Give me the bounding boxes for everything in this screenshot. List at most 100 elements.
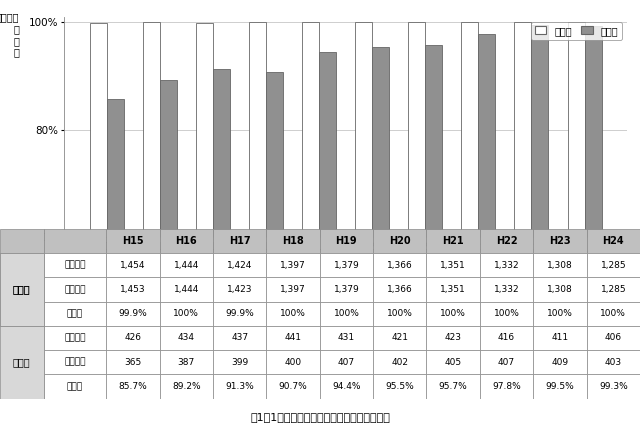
Text: 97.8%: 97.8% xyxy=(492,382,521,391)
Bar xyxy=(373,350,426,374)
Bar xyxy=(533,277,587,301)
Text: 100%: 100% xyxy=(600,309,627,318)
Bar xyxy=(587,229,640,253)
Text: 91.3%: 91.3% xyxy=(225,382,254,391)
Text: 1,308: 1,308 xyxy=(547,285,573,294)
Text: 365: 365 xyxy=(124,358,141,367)
Bar xyxy=(213,229,266,253)
Bar xyxy=(425,45,442,237)
Bar xyxy=(568,22,584,237)
Text: 94.4%: 94.4% xyxy=(332,382,361,391)
Bar xyxy=(320,253,373,277)
Text: 1,351: 1,351 xyxy=(440,285,466,294)
Bar xyxy=(266,277,320,301)
Text: 1,444: 1,444 xyxy=(173,285,199,294)
Text: 85.7%: 85.7% xyxy=(118,382,147,391)
Bar xyxy=(373,301,426,326)
Bar xyxy=(213,350,266,374)
Text: 100%: 100% xyxy=(440,309,466,318)
Bar xyxy=(426,229,480,253)
Bar xyxy=(106,277,159,301)
Text: H16: H16 xyxy=(175,236,197,246)
Text: 1,397: 1,397 xyxy=(280,285,306,294)
Bar xyxy=(213,374,266,399)
Bar xyxy=(480,229,533,253)
Bar xyxy=(266,301,320,326)
Text: 達成率: 達成率 xyxy=(67,309,83,318)
Text: 100%: 100% xyxy=(333,309,360,318)
Text: 400: 400 xyxy=(285,358,301,367)
Bar xyxy=(213,326,266,350)
Text: H22: H22 xyxy=(496,236,517,246)
Bar xyxy=(426,253,480,277)
Bar xyxy=(587,253,640,277)
Text: 406: 406 xyxy=(605,334,622,343)
Bar xyxy=(320,374,373,399)
Bar xyxy=(302,22,319,237)
Bar xyxy=(159,326,213,350)
Bar xyxy=(159,374,213,399)
Text: 1,379: 1,379 xyxy=(333,285,359,294)
Text: 1,397: 1,397 xyxy=(280,261,306,270)
Bar xyxy=(426,374,480,399)
Bar xyxy=(266,374,320,399)
Bar xyxy=(266,253,320,277)
Bar xyxy=(0,326,44,399)
Bar xyxy=(478,34,495,237)
Bar xyxy=(159,229,213,253)
Bar xyxy=(372,47,389,237)
Text: 90.7%: 90.7% xyxy=(278,382,307,391)
Bar xyxy=(587,277,640,301)
Bar xyxy=(266,326,320,350)
Bar xyxy=(480,374,533,399)
Text: H17: H17 xyxy=(229,236,250,246)
Legend: 一般局, 自排局: 一般局, 自排局 xyxy=(531,22,622,39)
Text: 99.5%: 99.5% xyxy=(545,382,574,391)
Text: 1,366: 1,366 xyxy=(387,261,413,270)
Bar xyxy=(587,350,640,374)
Bar xyxy=(587,326,640,350)
Bar xyxy=(320,350,373,374)
Bar xyxy=(0,253,44,326)
Text: 図1－1　二酸化窒素の環境基準達成率の推移: 図1－1 二酸化窒素の環境基準達成率の推移 xyxy=(250,412,390,422)
Bar xyxy=(587,301,640,326)
Text: H20: H20 xyxy=(389,236,411,246)
Bar xyxy=(584,26,602,237)
Bar xyxy=(106,301,159,326)
Text: 387: 387 xyxy=(178,358,195,367)
Bar xyxy=(373,229,426,253)
Text: 431: 431 xyxy=(338,334,355,343)
Text: H21: H21 xyxy=(442,236,464,246)
Bar xyxy=(44,253,106,277)
Bar xyxy=(408,22,425,237)
Text: 405: 405 xyxy=(445,358,461,367)
Text: 100%: 100% xyxy=(547,309,573,318)
Bar xyxy=(587,374,640,399)
Text: 100%: 100% xyxy=(493,309,520,318)
Bar xyxy=(196,23,213,237)
Text: 416: 416 xyxy=(498,334,515,343)
Text: 1,351: 1,351 xyxy=(440,261,466,270)
Text: 一般局: 一般局 xyxy=(13,285,31,295)
Text: 1,285: 1,285 xyxy=(600,285,626,294)
Bar xyxy=(531,25,548,237)
Bar xyxy=(44,229,106,253)
Bar xyxy=(143,22,160,237)
Text: 測定局数: 測定局数 xyxy=(64,334,86,343)
Text: 一般局: 一般局 xyxy=(13,285,31,295)
Text: 434: 434 xyxy=(178,334,195,343)
Bar xyxy=(213,253,266,277)
Text: 441: 441 xyxy=(285,334,301,343)
Text: 89.2%: 89.2% xyxy=(172,382,200,391)
Bar xyxy=(533,301,587,326)
Text: 100%: 100% xyxy=(280,309,306,318)
Text: 1,424: 1,424 xyxy=(227,261,252,270)
Bar xyxy=(44,301,106,326)
Bar xyxy=(213,277,266,301)
Text: 1,332: 1,332 xyxy=(493,285,520,294)
Bar xyxy=(159,253,213,277)
Bar xyxy=(213,301,266,326)
Text: 測定局数: 測定局数 xyxy=(64,261,86,270)
Text: 421: 421 xyxy=(391,334,408,343)
Text: 426: 426 xyxy=(124,334,141,343)
